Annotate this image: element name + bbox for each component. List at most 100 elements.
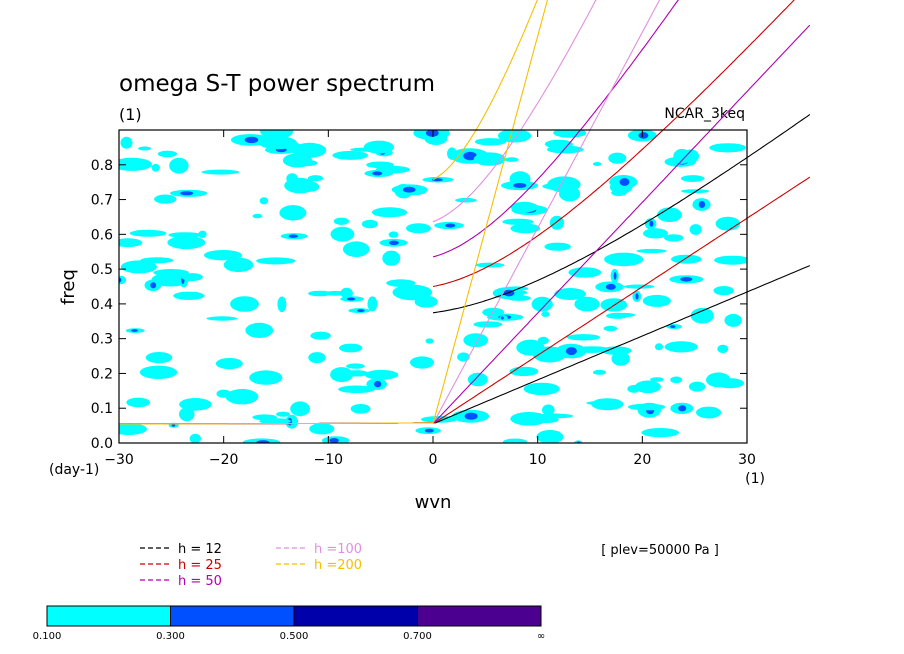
contour-cell (566, 334, 601, 341)
chart-subtitle-right: NCAR_3keq (664, 106, 745, 122)
contour-cell (119, 423, 147, 435)
contour-cell (698, 201, 706, 208)
contour-cell (657, 207, 682, 223)
contour-cell (641, 428, 679, 438)
x-tick-label: 20 (633, 452, 651, 468)
contour-cell (554, 288, 586, 300)
contour-cell (623, 284, 655, 289)
contour-cell (463, 333, 489, 348)
contour-cell (357, 309, 365, 312)
contour-cell (245, 322, 274, 338)
contour-cell (366, 161, 394, 169)
contour-cell (467, 372, 488, 387)
contour-cell (592, 162, 602, 166)
contour-cell (249, 370, 283, 385)
contour-cell (382, 250, 401, 266)
contour-cell (410, 356, 434, 369)
contour-cell (425, 338, 434, 344)
contour-cell (119, 157, 152, 171)
contour-cell (605, 283, 616, 290)
x-axis-label: wvn (415, 492, 452, 513)
contour-cell (606, 312, 629, 319)
contour-cell (367, 296, 378, 312)
dispersion-curve-kelvin (119, 0, 548, 425)
contour-cell (650, 377, 664, 382)
contour-cell (171, 423, 176, 427)
contour-cell (568, 267, 602, 278)
contour-cell (120, 260, 157, 274)
contour-cell (290, 401, 310, 417)
legend-label: h =200 (314, 558, 362, 573)
colorbar-label: ∞ (537, 631, 545, 642)
dispersion-curve-ig (432, 0, 795, 288)
contour-cell (288, 234, 298, 238)
contour-cell (157, 150, 177, 158)
contour-cell (140, 257, 174, 264)
y-tick-label: 0.1 (91, 401, 113, 417)
contour-cell (457, 352, 470, 362)
contour-cell (350, 404, 371, 414)
dispersion-curve-ig (432, 0, 597, 223)
contour-cell (565, 347, 577, 356)
contour-cell (294, 159, 318, 167)
contour-cell (513, 183, 527, 188)
contour-cell (286, 173, 298, 184)
plev-annotation: [ plev=50000 Pa ] (601, 543, 719, 558)
chart-subtitle-left: (1) (119, 105, 142, 124)
contour-cell (119, 238, 143, 248)
y-tick-label: 0.5 (91, 262, 113, 278)
contour-field (119, 130, 747, 443)
contour-cell (252, 414, 278, 421)
contour-cell (206, 316, 238, 321)
contour-cell (340, 287, 353, 299)
contour-cell (586, 401, 616, 406)
contour-cell (638, 132, 649, 139)
contour-cell (346, 363, 365, 369)
contour-cell (345, 370, 368, 377)
contour-cell (342, 241, 370, 257)
x-tick-label: −30 (104, 452, 134, 468)
contour-cell (173, 291, 205, 300)
contour-cell (372, 171, 383, 176)
contour-cell (690, 307, 714, 324)
contour-cell (445, 223, 456, 228)
contour-cell (332, 150, 369, 160)
contour-cell (309, 423, 335, 435)
contour-cell (151, 163, 160, 172)
contour-cell (179, 407, 195, 422)
contour-cell (145, 352, 173, 364)
contour-cell (611, 351, 630, 366)
contour-cell (198, 230, 207, 238)
contour-cell (714, 255, 747, 265)
colorbar: 0.100 0.300 0.500 0.700 ∞ (33, 605, 545, 642)
contour-cell (473, 321, 503, 328)
contour-cell (680, 277, 693, 282)
contour-cell (276, 411, 290, 417)
contour-cell (225, 389, 259, 405)
contour-cell (510, 223, 541, 234)
contour-cell (635, 293, 639, 300)
contour-cell (338, 385, 375, 394)
contour-cell (277, 296, 287, 313)
contour-cell (500, 316, 504, 320)
contour-cell (167, 235, 206, 250)
contour-cell (541, 311, 550, 318)
contour-cell (371, 207, 408, 218)
contour-cell (120, 136, 133, 149)
contour-cell (256, 440, 270, 443)
contour-cell (670, 325, 676, 328)
contour-cell (293, 142, 327, 158)
contour-cell (392, 284, 433, 301)
contour-cell (402, 186, 416, 193)
contour-cell (502, 218, 534, 225)
contour-cell (333, 217, 349, 225)
contour-cell (374, 380, 382, 388)
contour-cell (536, 430, 564, 443)
contour-cell (689, 224, 702, 235)
contour-cell (627, 403, 666, 411)
contour-cell (244, 136, 259, 144)
contour-cell (544, 242, 571, 251)
x-tick-label: 30 (738, 452, 756, 468)
x-tick-label: −10 (314, 452, 344, 468)
